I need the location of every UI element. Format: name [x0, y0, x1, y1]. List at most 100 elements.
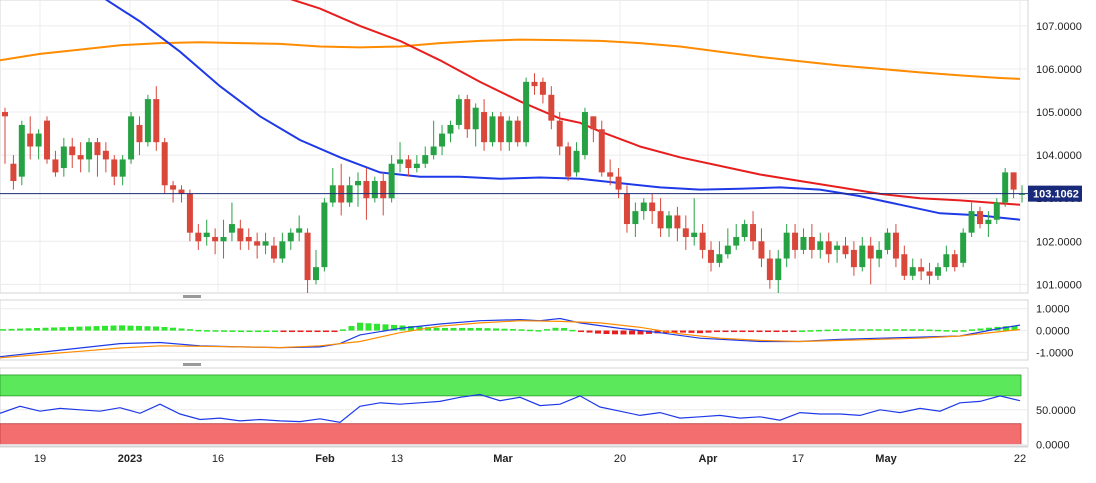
resize-handle-icon[interactable]	[183, 295, 201, 298]
histogram-bar	[51, 327, 57, 331]
histogram-bar	[25, 328, 32, 331]
candle	[741, 219, 748, 242]
candle-body	[800, 236, 807, 250]
candle-body	[380, 180, 387, 199]
candle	[60, 137, 67, 177]
candle	[2, 107, 8, 164]
histogram-bar	[858, 329, 865, 331]
histogram-bar	[102, 325, 108, 331]
candle	[792, 224, 799, 259]
candle	[640, 198, 647, 220]
candle	[144, 94, 151, 147]
candle	[960, 228, 967, 268]
candle	[976, 206, 983, 229]
histogram-bar	[790, 330, 797, 333]
candle	[10, 155, 17, 190]
candle-body	[35, 133, 42, 147]
histogram-bar	[841, 329, 848, 331]
candle-body	[52, 159, 59, 173]
candle-body	[1010, 172, 1017, 190]
histogram-bar	[136, 325, 142, 331]
candle-body	[523, 81, 530, 143]
candle-body	[993, 202, 1000, 220]
candle-body	[136, 124, 143, 143]
candle	[397, 142, 404, 173]
histogram-bar	[833, 329, 839, 331]
candle-body	[1002, 172, 1009, 203]
candle-body	[724, 245, 731, 255]
candle-body	[220, 236, 227, 242]
histogram-bar	[382, 324, 389, 331]
macd-tick-label: 1.0000	[1036, 304, 1070, 316]
histogram-bar	[229, 330, 236, 332]
candle-body	[119, 159, 126, 177]
candle	[800, 228, 807, 255]
histogram-bar	[93, 326, 100, 331]
histogram-bar	[782, 330, 788, 333]
candle-body	[245, 236, 252, 242]
candle	[220, 219, 227, 259]
macd-histogram	[0, 322, 1018, 335]
histogram-bar	[561, 328, 567, 331]
candle-body	[153, 99, 160, 143]
histogram-bar	[586, 330, 593, 333]
candle	[77, 142, 84, 173]
candle	[388, 155, 395, 203]
candle-body	[161, 142, 168, 186]
candle	[985, 211, 992, 237]
candle	[1002, 168, 1009, 207]
candle	[128, 112, 135, 164]
histogram-bar	[493, 328, 499, 331]
histogram-bar	[765, 330, 771, 333]
candle	[312, 249, 319, 285]
candle	[909, 258, 916, 281]
candle	[497, 112, 504, 151]
candle	[573, 142, 580, 177]
candle-body	[514, 120, 521, 143]
candle-body	[859, 245, 866, 268]
price-tick-label: 101.0000	[1036, 279, 1082, 291]
current-price-box	[1028, 185, 1082, 202]
histogram-bar	[170, 327, 176, 331]
candle	[153, 86, 160, 151]
time-tick-label: 20	[614, 453, 626, 465]
histogram-bar	[110, 325, 117, 331]
candle	[321, 198, 328, 272]
candle	[892, 224, 899, 268]
candle	[876, 241, 883, 268]
histogram-bar	[119, 325, 125, 331]
candle	[464, 94, 471, 138]
histogram-bar	[892, 329, 899, 331]
candle	[901, 245, 908, 281]
histogram-bar	[722, 330, 729, 333]
candle	[859, 236, 866, 272]
panel-divider-2[interactable]	[183, 363, 201, 366]
candle-body	[144, 99, 151, 143]
candle-body	[750, 224, 757, 242]
current-price-label: 103.1062	[1033, 189, 1079, 201]
candle-body	[27, 133, 34, 147]
histogram-bar	[187, 329, 193, 331]
candle-body	[590, 116, 597, 130]
price-axis: 101.0000102.0000103.0000104.0000105.0000…	[1036, 21, 1082, 292]
resize-handle-icon[interactable]	[183, 363, 201, 366]
histogram-bar	[306, 330, 312, 333]
histogram-bar	[986, 327, 992, 331]
panel-divider-1[interactable]	[183, 295, 201, 298]
candle	[170, 180, 177, 203]
histogram-bar	[824, 329, 831, 332]
candle-body	[355, 180, 362, 186]
histogram-bar	[297, 330, 304, 333]
candle-body	[615, 176, 622, 190]
candle	[657, 198, 664, 237]
price-tick-label: 104.0000	[1036, 150, 1082, 162]
histogram-bar	[467, 327, 474, 331]
moving-average-line	[0, 38, 1021, 80]
histogram-bar	[425, 327, 431, 331]
candle	[228, 202, 235, 242]
current-price-marker: 103.1062	[0, 185, 1082, 202]
time-tick-label: 22	[1014, 453, 1026, 465]
candle-body	[102, 150, 109, 160]
histogram-bar	[238, 330, 244, 333]
candle-body	[960, 232, 967, 263]
